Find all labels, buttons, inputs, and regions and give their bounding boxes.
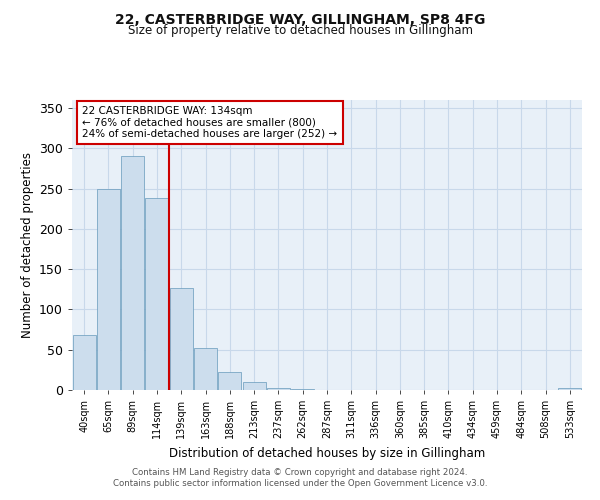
Bar [218, 372, 241, 390]
Bar [194, 348, 217, 390]
Y-axis label: Number of detached properties: Number of detached properties [20, 152, 34, 338]
Bar [267, 388, 290, 390]
Bar [121, 156, 144, 390]
Text: Contains HM Land Registry data © Crown copyright and database right 2024.
Contai: Contains HM Land Registry data © Crown c… [113, 468, 487, 487]
Bar [73, 335, 95, 390]
Bar [242, 382, 266, 390]
Bar [145, 198, 169, 390]
Bar [170, 288, 193, 390]
Text: Size of property relative to detached houses in Gillingham: Size of property relative to detached ho… [128, 24, 473, 37]
Bar [559, 388, 581, 390]
Text: 22 CASTERBRIDGE WAY: 134sqm
← 76% of detached houses are smaller (800)
24% of se: 22 CASTERBRIDGE WAY: 134sqm ← 76% of det… [82, 106, 337, 139]
X-axis label: Distribution of detached houses by size in Gillingham: Distribution of detached houses by size … [169, 446, 485, 460]
Bar [97, 188, 120, 390]
Text: 22, CASTERBRIDGE WAY, GILLINGHAM, SP8 4FG: 22, CASTERBRIDGE WAY, GILLINGHAM, SP8 4F… [115, 12, 485, 26]
Bar [291, 389, 314, 390]
